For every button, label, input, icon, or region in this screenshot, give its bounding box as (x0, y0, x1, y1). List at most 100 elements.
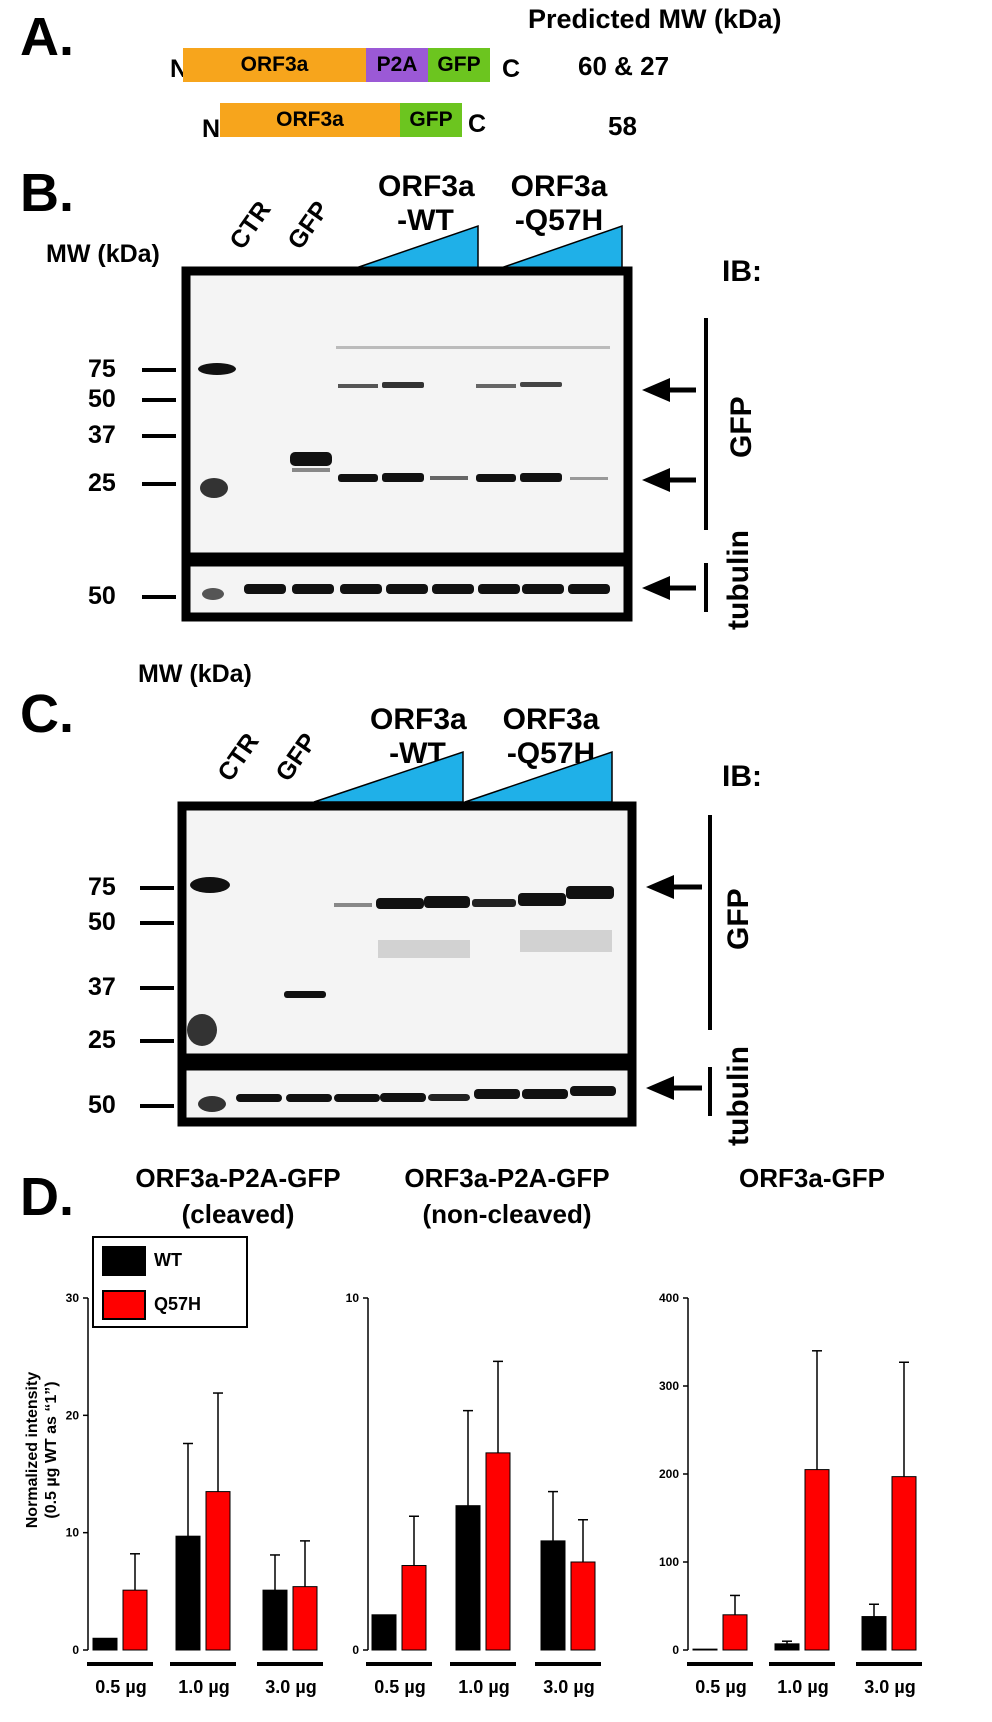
panel-b-gfp-blot (181, 266, 633, 562)
chart-2-category-label: 3.0 µg (543, 1677, 594, 1697)
chart-3-ytick-label: 0 (672, 1643, 679, 1657)
panel-b-gfp-bands (198, 346, 610, 498)
chart-3-category-label: 1.0 µg (777, 1677, 828, 1697)
panel-b-q57h-low-cleaved (476, 474, 516, 482)
panel-c-marker-50: 50 (88, 908, 116, 936)
panel-c-mw-ticks (140, 886, 174, 1108)
panel-c-group-wt: ORF3a -WT (370, 703, 467, 771)
panel-b-gfp-band (290, 452, 332, 466)
construct-1-gfp-segment: GFP (428, 48, 490, 82)
panel-b-marker-50: 50 (88, 385, 116, 413)
construct-1-p2a-label: P2A (376, 53, 418, 76)
chart-2-category-label: 0.5 µg (374, 1677, 425, 1697)
chart-3-ytick-label: 200 (659, 1467, 679, 1481)
chart-1-ytick-label: 10 (66, 1526, 80, 1540)
chart-3-bar-q57h-2 (804, 1469, 830, 1651)
panel-c-ib-label: IB: (722, 760, 762, 793)
chart-1-bar-q57h-3 (292, 1586, 318, 1651)
panel-b-ib-label: IB: (722, 255, 762, 288)
panel-b-mw-ticks (142, 368, 176, 599)
chart-1-category-label: 3.0 µg (265, 1677, 316, 1697)
panel-b-ladder-25 (200, 478, 228, 498)
panel-c-group-q57h: ORF3a -Q57H (496, 703, 606, 771)
construct-2-mw: 58 (608, 111, 637, 141)
panel-b-wt-mid-cleaved (382, 473, 424, 482)
panel-c-tubulin-marker: 50 (88, 1091, 116, 1119)
chart-1-bar-wt-3 (262, 1589, 288, 1651)
chart-3-bar-q57h-1 (722, 1614, 748, 1651)
panel-b-q57h-mid-cleaved (520, 473, 562, 482)
panel-b-wt-mid-noncleaved (382, 382, 424, 388)
chart-3-title: ORF3a-GFP (739, 1163, 885, 1193)
panel-c-gfp-band (284, 991, 326, 998)
chart-3-bar-wt-2 (774, 1643, 800, 1651)
chart-1-title: ORF3a-P2A-GFP (cleaved) (135, 1163, 341, 1229)
panel-c-q57h-low-band (472, 899, 516, 907)
panel-b-marker-25: 25 (88, 469, 116, 497)
panel-c-q57h-mid-band (518, 893, 566, 906)
chart-3-ytick-label: 400 (659, 1291, 679, 1305)
panel-b-gfp-minor-band (292, 468, 330, 472)
chart-2-bar-q57h-1 (401, 1565, 427, 1651)
panel-c-tubulin-bands (198, 1086, 616, 1112)
legend-wt-swatch (102, 1246, 146, 1276)
panel-b-group-q57h-line2: -Q57H (514, 204, 604, 237)
chart-1-bar-wt-2 (175, 1535, 201, 1651)
panel-c-blot-graphic (140, 750, 712, 1127)
panel-c-gfp-bands (187, 877, 614, 1046)
panel-b-wt-high-cleaved (430, 476, 468, 480)
chart-1-bar-q57h-1 (122, 1589, 148, 1651)
chart-1-bar-q57h-2 (205, 1491, 231, 1651)
panel-b-group-q57h-line1: ORF3a (510, 170, 608, 203)
chart-3-category-label: 0.5 µg (695, 1677, 746, 1697)
chart-1-category-label: 1.0 µg (178, 1677, 229, 1697)
panel-b-arrows (642, 378, 696, 600)
panel-c-wt-mid-band (376, 898, 424, 909)
chart-1-ytick-label: 20 (66, 1408, 80, 1422)
panel-b-wt-low-cleaved (338, 474, 378, 482)
panel-c-q57h-high-band (566, 886, 614, 899)
chart-3-category-label: 3.0 µg (864, 1677, 915, 1697)
construct-2-orf3a-segment: ORF3a (220, 103, 400, 137)
chart-3-bar-wt-1 (692, 1648, 718, 1651)
panel-c-marker-37: 37 (88, 973, 116, 1001)
panel-b-q57h-high-cleaved (570, 477, 608, 480)
panel-b-background-band (336, 346, 610, 349)
construct-2-n-terminus: N (202, 115, 221, 143)
chart-2-ytick-label: 0 (352, 1643, 359, 1657)
chart-2-bar-q57h-2 (485, 1452, 511, 1651)
panel-b-blot-graphic (142, 224, 708, 622)
chart-3-bar-q57h-3 (891, 1476, 917, 1651)
panel-b-mw-title: MW (kDa) (46, 240, 160, 268)
panel-c-marker-75: 75 (88, 873, 116, 901)
construct-1-c-terminus: C (502, 55, 521, 83)
panel-b-tubulin-bands (202, 584, 610, 600)
legend-wt-label: WT (154, 1250, 182, 1270)
construct-1-p2a-segment: P2A (366, 48, 428, 82)
chart-2-category-label: 1.0 µg (458, 1677, 509, 1697)
panel-c-wt-low-band (334, 903, 372, 907)
chart-3-ytick-label: 100 (659, 1555, 679, 1569)
panel-b-tubulin-marker: 50 (88, 582, 116, 610)
panel-c-mw-title: MW (kDa) (138, 660, 252, 688)
panel-c-group-wt-line1: ORF3a (370, 703, 467, 736)
construct-1-gfp-label: GFP (437, 53, 481, 76)
panel-b-wt-low-noncleaved (338, 384, 378, 388)
panel-b-group-wt-line2: -WT (397, 204, 454, 237)
panel-a-letter: A. (20, 7, 74, 67)
chart-legend: WT Q57H (92, 1236, 248, 1328)
predicted-mw-header: Predicted MW (kDa) (528, 4, 782, 34)
chart-2-title: ORF3a-P2A-GFP (non-cleaved) (404, 1163, 610, 1229)
construct-1-orf3a-segment: ORF3a (183, 48, 366, 82)
chart-1-ytick-label: 30 (66, 1291, 80, 1305)
chart-2-bar-wt-3 (540, 1540, 566, 1651)
panel-c-ladder-25 (187, 1014, 217, 1046)
construct-1-mw: 60 & 27 (578, 51, 670, 81)
chart-1-ytick-label: 0 (72, 1643, 79, 1657)
panel-d-letter: D. (20, 1167, 74, 1227)
legend-q57h-label: Q57H (154, 1294, 202, 1314)
panel-b-q57h-low-noncleaved (476, 384, 516, 388)
chart-2-bar-q57h-3 (570, 1561, 596, 1651)
chart-2-bar-wt-1 (371, 1614, 397, 1651)
